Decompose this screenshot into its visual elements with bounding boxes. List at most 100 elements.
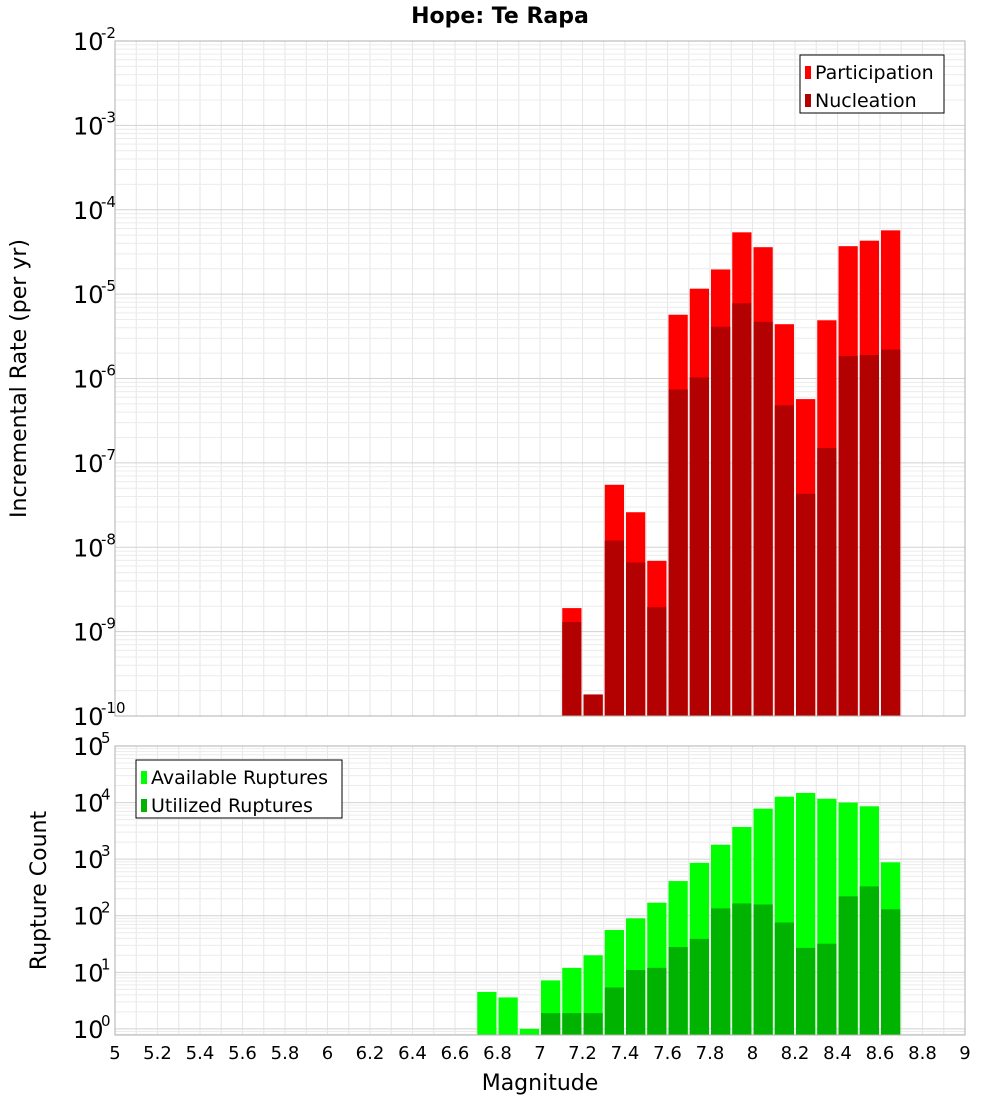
x-tick-label: 8.8	[908, 1043, 937, 1064]
panel-1-y-tick-exponent: -4	[101, 193, 116, 211]
panel-1-y-axis-label: Incremental Rate (per yr)	[7, 239, 32, 518]
x-tick-label: 9	[959, 1043, 970, 1064]
panel-1-y-tick-label: 10	[73, 450, 104, 478]
x-tick-label: 5.6	[228, 1043, 257, 1064]
panel-2-legend-swatch	[141, 771, 147, 784]
panel-1-y-tick-label: 10	[73, 534, 104, 562]
panel-1-bar-nucleation	[604, 540, 624, 716]
panel-2-legend-box	[135, 759, 343, 819]
panel-1-bar-nucleation	[668, 389, 688, 716]
panel-2-y-tick-label: 10	[73, 733, 104, 761]
panel-2-bar-utilized-ruptures	[859, 886, 879, 1035]
panel-1-bar-nucleation	[774, 405, 794, 716]
panel-1-bar-nucleation	[817, 448, 837, 716]
panel-2-y-tick-exponent: 4	[101, 786, 111, 804]
x-tick-label: 6.6	[441, 1043, 470, 1064]
panel-1-bar-nucleation	[583, 694, 603, 716]
panel-2-y-tick-exponent: 0	[101, 1012, 111, 1030]
chart-title: Hope: Te Rapa	[411, 4, 589, 29]
panel-1-bar-nucleation	[796, 493, 816, 716]
x-tick-label: 6.8	[483, 1043, 512, 1064]
panel-2-legend-swatch	[141, 799, 147, 812]
panel-1-y-tick-label: 10	[73, 366, 104, 394]
panel-2-bar-utilized-ruptures	[838, 896, 858, 1035]
x-tick-label: 7	[534, 1043, 545, 1064]
x-tick-label: 8	[747, 1043, 758, 1064]
panel-2-bar-utilized-ruptures	[881, 909, 901, 1035]
panel-2-bar-utilized-ruptures	[753, 904, 773, 1035]
panel-2-bar-available-ruptures	[519, 1028, 539, 1035]
panel-1-y-tick-label: 10	[73, 197, 104, 225]
panel-2-y-axis-label: Rupture Count	[27, 811, 52, 971]
panel-1-plot-border	[114, 40, 966, 717]
panel-1-bar-nucleation	[711, 326, 731, 716]
panel-1-y-tick-exponent: -5	[101, 277, 116, 295]
x-tick-label: 5.2	[143, 1043, 172, 1064]
panel-1-bar-nucleation	[753, 321, 773, 716]
panel-1-y-tick-label: 10	[73, 281, 104, 309]
panel-2-bar-utilized-ruptures	[732, 903, 752, 1035]
panel-2-y-tick-exponent: 2	[101, 899, 111, 917]
panel-1-bar-nucleation	[732, 303, 752, 716]
x-tick-label: 8.6	[866, 1043, 895, 1064]
panel-1-bar-nucleation	[859, 354, 879, 716]
panel-2-y-tick-label: 10	[73, 903, 104, 931]
panel-1-y-tick-label: 10	[73, 619, 104, 647]
panel-1-y-tick-label: 10	[73, 112, 104, 140]
x-tick-label: 6.2	[356, 1043, 385, 1064]
x-tick-label: 7.6	[653, 1043, 682, 1064]
panel-1-y-tick-exponent: -9	[101, 615, 116, 633]
panel-1-bar-nucleation	[881, 349, 901, 716]
panel-1-y-tick-exponent: -2	[101, 24, 116, 42]
panel-2-y-tick-label: 10	[73, 1016, 104, 1044]
panel-2-bar-available-ruptures	[498, 997, 518, 1035]
panel-1-legend-label: Nucleation	[815, 90, 917, 112]
panel-2-bar-available-ruptures	[477, 991, 497, 1035]
panel-1-bar-nucleation	[626, 562, 646, 716]
panel-1-legend-swatch	[805, 94, 811, 107]
panel-1-legend-label: Participation	[815, 62, 934, 84]
panel-2-plot-border	[114, 745, 966, 1036]
x-tick-label: 7.8	[696, 1043, 725, 1064]
panel-2-legend-label: Utilized Ruptures	[151, 795, 313, 817]
x-tick-label: 5.4	[186, 1043, 215, 1064]
panel-2-bar-utilized-ruptures	[647, 967, 667, 1035]
panel-1-bar-nucleation	[689, 377, 709, 716]
x-tick-label: 6.4	[398, 1043, 427, 1064]
panel-1-y-tick-label: 10	[73, 703, 104, 731]
panel-1-legend-swatch	[805, 66, 811, 79]
panel-1-bar-nucleation	[838, 355, 858, 716]
x-tick-label: 8.4	[823, 1043, 852, 1064]
panel-2-y-tick-exponent: 5	[101, 729, 111, 747]
panel-2-bar-utilized-ruptures	[817, 943, 837, 1035]
panel-1-bar-nucleation	[562, 622, 582, 716]
panel-2-bar-utilized-ruptures	[626, 969, 646, 1035]
x-tick-label: 7.4	[611, 1043, 640, 1064]
panel-2-bar-utilized-ruptures	[604, 987, 624, 1035]
panel-2-y-tick-exponent: 1	[101, 955, 111, 973]
panel-2-y-tick-label: 10	[73, 846, 104, 874]
x-tick-label: 7.2	[568, 1043, 597, 1064]
panel-2-legend-label: Available Ruptures	[151, 767, 328, 789]
panel-1-bar-nucleation	[647, 607, 667, 716]
x-tick-label: 5.8	[271, 1043, 300, 1064]
panel-2-bar-utilized-ruptures	[774, 922, 794, 1035]
panel-2-y-tick-label: 10	[73, 790, 104, 818]
panel-1-y-tick-exponent: -6	[101, 362, 116, 380]
x-axis-label: Magnitude	[482, 1071, 599, 1096]
panel-2-bar-utilized-ruptures	[689, 938, 709, 1035]
panel-2-y-tick-exponent: 3	[101, 842, 111, 860]
panel-2-bar-utilized-ruptures	[668, 947, 688, 1035]
panel-1-y-tick-label: 10	[73, 28, 104, 56]
x-tick-label: 5	[109, 1043, 120, 1064]
panel-1-legend-box	[799, 54, 945, 114]
panel-1-y-tick-exponent: -3	[101, 108, 116, 126]
x-tick-label: 8.2	[781, 1043, 810, 1064]
panel-2-bar-utilized-ruptures	[583, 1013, 603, 1035]
panel-1-y-tick-exponent: -7	[101, 446, 116, 464]
x-tick-label: 6	[322, 1043, 333, 1064]
panel-2-y-tick-label: 10	[73, 959, 104, 987]
panel-2-bar-utilized-ruptures	[796, 947, 816, 1035]
